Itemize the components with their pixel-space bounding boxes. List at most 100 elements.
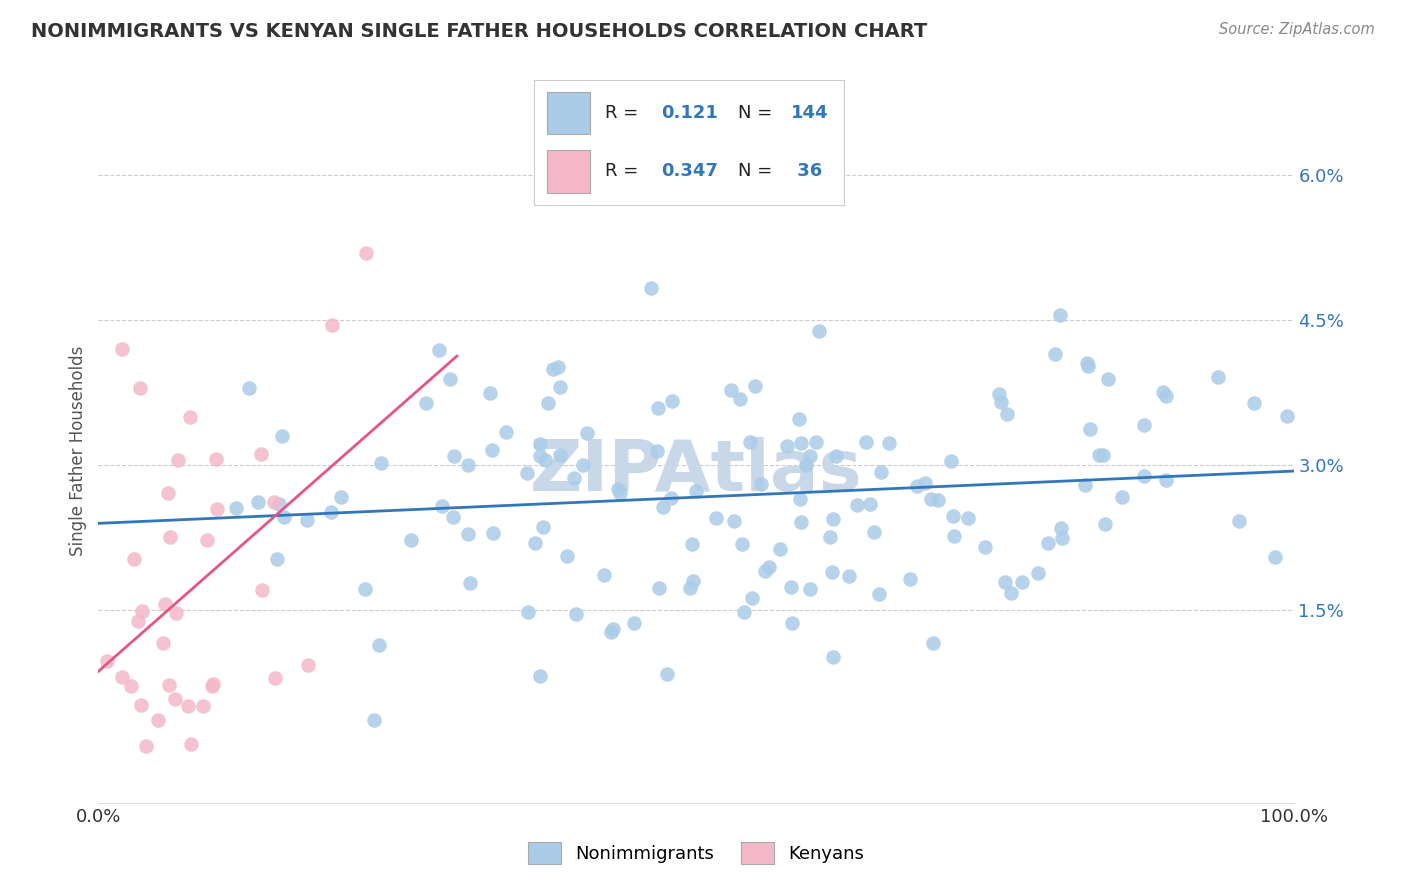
- Point: [127, 614, 149, 628]
- Point: [942, 509, 965, 524]
- Point: [927, 493, 949, 508]
- Point: [167, 453, 190, 467]
- Point: [738, 434, 761, 449]
- Point: [297, 658, 319, 673]
- Point: [1036, 535, 1059, 549]
- Point: [180, 737, 202, 751]
- Point: [1275, 409, 1298, 423]
- Point: [720, 383, 742, 397]
- Point: [363, 713, 385, 727]
- Point: [821, 565, 844, 579]
- Point: [179, 409, 201, 424]
- Text: 144: 144: [792, 103, 828, 121]
- Point: [823, 512, 845, 526]
- Point: [679, 581, 702, 595]
- Point: [495, 425, 517, 440]
- Point: [533, 453, 555, 467]
- Point: [562, 471, 585, 485]
- Point: [354, 582, 377, 596]
- Point: [804, 434, 827, 449]
- Point: [1077, 359, 1099, 373]
- Point: [143, 818, 166, 832]
- Text: 0.121: 0.121: [661, 103, 718, 121]
- Point: [548, 380, 571, 394]
- Point: [1050, 531, 1073, 545]
- Point: [845, 498, 868, 512]
- Point: [270, 429, 292, 443]
- Point: [869, 465, 891, 479]
- Point: [177, 699, 200, 714]
- Point: [96, 654, 118, 668]
- Text: NONIMMIGRANTS VS KENYAN SINGLE FATHER HOUSEHOLDS CORRELATION CHART: NONIMMIGRANTS VS KENYAN SINGLE FATHER HO…: [31, 22, 927, 41]
- Point: [516, 466, 538, 480]
- Point: [195, 533, 218, 547]
- Point: [741, 591, 763, 606]
- Point: [1000, 585, 1022, 599]
- Point: [775, 439, 797, 453]
- Point: [623, 615, 645, 630]
- Point: [868, 587, 890, 601]
- Point: [439, 372, 461, 386]
- Point: [1154, 389, 1177, 403]
- Point: [838, 568, 860, 582]
- Point: [111, 670, 134, 684]
- Point: [655, 667, 678, 681]
- Point: [997, 407, 1019, 421]
- Point: [1074, 478, 1097, 492]
- Point: [441, 510, 464, 524]
- Point: [600, 624, 623, 639]
- Point: [787, 412, 810, 426]
- Point: [427, 343, 450, 358]
- Point: [120, 679, 142, 693]
- Point: [789, 491, 811, 506]
- Point: [731, 537, 754, 551]
- Point: [1088, 448, 1111, 462]
- Point: [789, 435, 811, 450]
- Text: Source: ZipAtlas.com: Source: ZipAtlas.com: [1219, 22, 1375, 37]
- Point: [547, 359, 569, 374]
- Point: [129, 381, 152, 395]
- Point: [131, 604, 153, 618]
- Point: [905, 479, 928, 493]
- Point: [1045, 347, 1067, 361]
- Point: [321, 318, 343, 332]
- Point: [780, 580, 803, 594]
- Point: [921, 636, 943, 650]
- Point: [1111, 490, 1133, 504]
- Point: [529, 450, 551, 464]
- Point: [855, 434, 877, 449]
- Point: [647, 401, 669, 416]
- Point: [457, 458, 479, 473]
- Point: [1050, 521, 1073, 535]
- Point: [593, 567, 616, 582]
- Point: [135, 739, 157, 753]
- Point: [319, 505, 342, 519]
- Point: [163, 691, 186, 706]
- Point: [201, 680, 224, 694]
- Point: [647, 444, 669, 458]
- Point: [129, 698, 152, 713]
- FancyBboxPatch shape: [547, 150, 591, 193]
- Point: [516, 605, 538, 619]
- Point: [609, 485, 631, 500]
- Point: [250, 583, 273, 598]
- Point: [914, 476, 936, 491]
- Point: [157, 678, 180, 692]
- Point: [555, 549, 578, 563]
- Point: [877, 435, 900, 450]
- Point: [640, 281, 662, 295]
- Point: [329, 490, 352, 504]
- Point: [157, 486, 180, 500]
- Point: [659, 491, 682, 506]
- Point: [1078, 422, 1101, 436]
- Point: [481, 525, 503, 540]
- Point: [1097, 372, 1119, 386]
- Point: [799, 582, 821, 596]
- Text: R =: R =: [606, 162, 644, 180]
- Point: [682, 574, 704, 589]
- Point: [863, 525, 886, 540]
- Point: [988, 387, 1011, 401]
- Point: [246, 495, 269, 509]
- Point: [205, 452, 228, 467]
- Point: [859, 497, 882, 511]
